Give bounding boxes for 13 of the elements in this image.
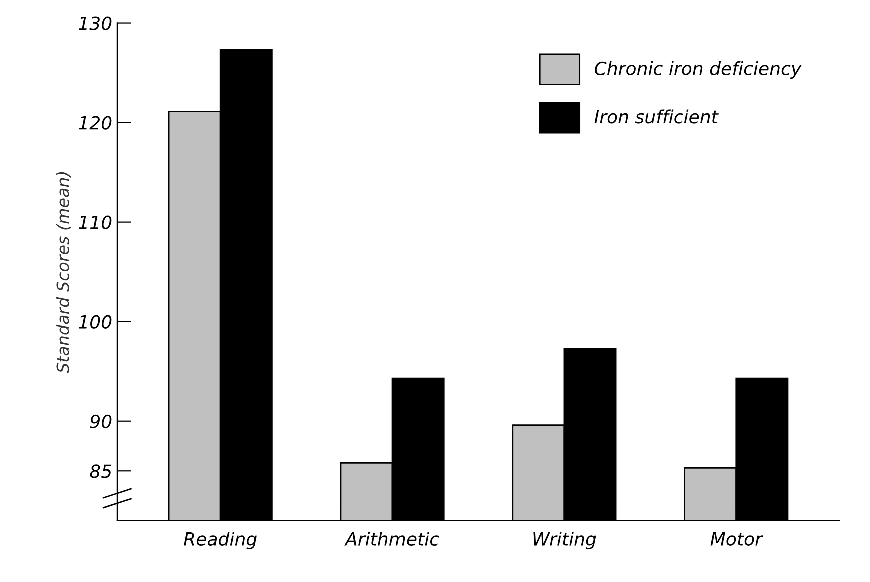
y-tick-label: 130 [79, 16, 112, 30]
y-tick-label: 120 [79, 116, 112, 130]
y-tick-label: 100 [79, 315, 112, 329]
y-tick-label: 85 [90, 464, 112, 478]
x-tick-label: Arithmetic [344, 532, 440, 546]
y-axis-title: Standard Scores (mean) [56, 172, 72, 374]
x-tick-label: Reading [184, 532, 257, 550]
legend-label: Iron sufficient [594, 110, 719, 124]
x-tick-label: Motor [710, 532, 764, 546]
x-tick-label: Writing [534, 532, 596, 550]
y-tick-label: 90 [90, 414, 112, 428]
legend-label: Chronic iron deficiency [595, 62, 802, 79]
y-tick-label: 110 [79, 216, 112, 230]
